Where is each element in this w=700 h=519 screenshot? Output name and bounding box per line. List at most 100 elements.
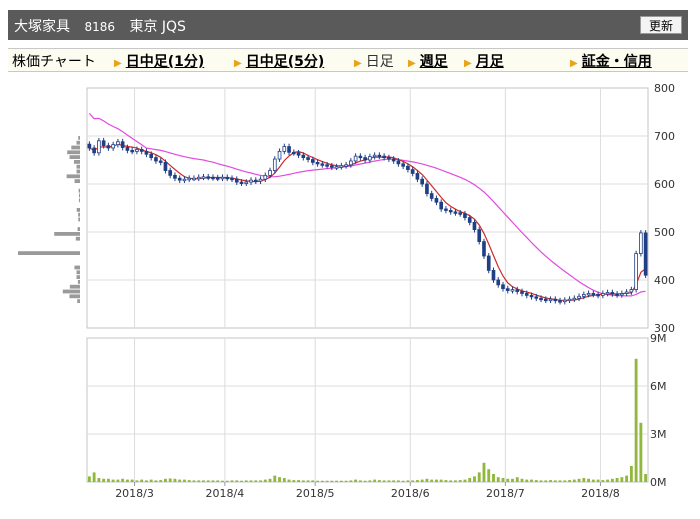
- volume-bar: [221, 480, 224, 482]
- candle-body: [244, 181, 249, 184]
- volume-profile-bar: [76, 164, 80, 169]
- candle-body: [586, 293, 591, 296]
- moving-average-long-line: [88, 113, 646, 297]
- volume-bar: [449, 480, 453, 482]
- volume-bar: [625, 475, 629, 482]
- volume-bar: [216, 480, 220, 482]
- candle-body: [206, 176, 211, 179]
- arrow-right-icon: ▶: [234, 58, 242, 69]
- candle-body: [192, 177, 196, 181]
- volume-bar: [620, 477, 624, 482]
- nav-intraday-5min[interactable]: ▶ 日中足(5分): [234, 54, 325, 70]
- x-tick-label: 2018/5: [296, 487, 335, 500]
- volume-bar: [525, 479, 529, 482]
- volume-bar: [392, 480, 396, 482]
- candle-body: [448, 209, 453, 213]
- candle-body: [558, 300, 562, 303]
- candle-body: [425, 183, 429, 194]
- volume-bar: [563, 480, 567, 482]
- x-tick-label: 2018/3: [115, 487, 154, 500]
- volume-bar: [249, 480, 253, 482]
- candle-body: [534, 296, 539, 299]
- volume-bar: [444, 480, 448, 482]
- volume-bar: [639, 422, 643, 482]
- volume-profile-bar: [78, 188, 80, 193]
- nav-monthly[interactable]: ▶ 月足: [464, 54, 504, 70]
- volume-bar: [596, 479, 600, 482]
- volume-profile-bar: [74, 265, 80, 270]
- volume-profile-bar: [74, 160, 80, 164]
- candle-body: [629, 289, 634, 293]
- volume-bar: [311, 480, 315, 482]
- volume-bar: [610, 478, 614, 482]
- candle-body: [548, 298, 553, 302]
- candle-body: [467, 217, 472, 223]
- volume-bar: [368, 480, 372, 482]
- candle-body: [572, 297, 577, 301]
- candle-body: [591, 293, 596, 296]
- volume-bar: [415, 480, 419, 482]
- candle-body: [182, 178, 187, 182]
- price-tick-label: 300: [654, 322, 675, 335]
- volume-bar: [130, 479, 134, 482]
- candle-body: [444, 208, 448, 211]
- moving-average-short-line: [89, 143, 646, 302]
- candle-body: [111, 144, 115, 149]
- candle-body: [543, 298, 548, 302]
- volume-bar: [235, 480, 239, 482]
- volume-bar: [606, 479, 610, 482]
- volume-profile-bar: [76, 169, 80, 174]
- candle-body: [643, 232, 648, 276]
- price-tick-label: 700: [654, 130, 675, 143]
- volume-bar: [206, 480, 210, 482]
- nav-margin-credit[interactable]: ▶ 証金・信用: [570, 54, 652, 70]
- chart-nav-bar: 株価チャート ▶ 日中足(1分) ▶ 日中足(5分) ▶ 日足 ▶ 週足 ▶ 月足 ▶ 証金…: [8, 48, 688, 72]
- volume-bar: [582, 478, 586, 482]
- company-name: 大塚家具: [14, 19, 70, 35]
- candle-body: [415, 173, 420, 180]
- refresh-button[interactable]: 更新: [639, 16, 682, 34]
- candle-body: [581, 293, 586, 297]
- volume-bar: [401, 480, 405, 482]
- arrow-right-icon: ▶: [570, 58, 578, 69]
- candle-body: [187, 177, 192, 181]
- volume-bar: [263, 479, 267, 482]
- candle-body: [234, 178, 239, 183]
- stock-title: 大塚家具 8186 東京 JQS: [14, 16, 196, 36]
- volume-bar: [225, 480, 229, 482]
- volume-tick-label: 6M: [650, 380, 667, 393]
- volume-bar: [173, 478, 177, 482]
- volume-bar: [458, 480, 462, 482]
- volume-profile-bar: [71, 145, 80, 150]
- candle-body: [287, 146, 291, 153]
- volume-bar: [591, 479, 595, 482]
- volume-bar: [454, 480, 457, 482]
- arrow-right-icon: ▶: [354, 58, 362, 69]
- volume-bar: [553, 480, 557, 482]
- nav-intraday-1min[interactable]: ▶ 日中足(1分): [114, 54, 205, 70]
- volume-profile-bar: [74, 179, 80, 183]
- candle-body: [382, 155, 386, 159]
- volume-bar: [568, 480, 571, 482]
- volume-bar: [406, 480, 410, 482]
- volume-bar: [387, 480, 391, 482]
- volume-tick-label: 9M: [650, 332, 667, 345]
- nav-weekly[interactable]: ▶ 週足: [408, 54, 448, 70]
- volume-bar: [145, 480, 148, 482]
- candle-body: [139, 149, 144, 152]
- volume-profile-bar: [54, 232, 80, 236]
- candle-body: [510, 289, 515, 292]
- volume-bar: [534, 480, 538, 482]
- volume-bar: [615, 478, 619, 482]
- volume-bar: [121, 478, 125, 482]
- volume-bar: [97, 478, 101, 482]
- candle-body: [401, 163, 405, 167]
- candle-body: [334, 166, 339, 169]
- volume-bar: [644, 474, 648, 482]
- volume-bar: [335, 480, 339, 482]
- arrow-right-icon: ▶: [114, 58, 122, 69]
- candle-body: [501, 284, 505, 290]
- volume-bar: [411, 480, 415, 482]
- volume-bar: [373, 479, 377, 482]
- volume-bar: [306, 480, 310, 482]
